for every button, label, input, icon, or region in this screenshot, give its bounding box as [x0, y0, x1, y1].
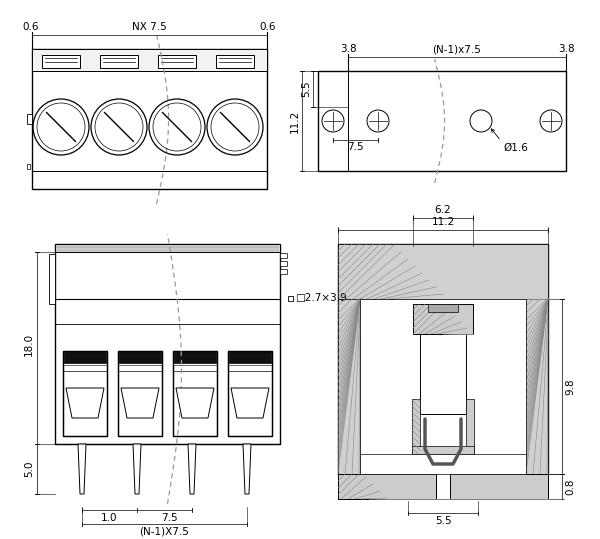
Bar: [420, 334, 466, 414]
Text: 9.8: 9.8: [565, 378, 575, 395]
Bar: [412, 446, 474, 454]
Text: 0.8: 0.8: [565, 478, 575, 495]
Polygon shape: [243, 444, 251, 494]
Bar: [466, 399, 474, 454]
Text: 1.0: 1.0: [101, 513, 118, 523]
Text: NX 7.5: NX 7.5: [132, 22, 167, 32]
Bar: [360, 299, 526, 474]
Bar: [42, 55, 80, 68]
Bar: [526, 299, 548, 474]
Bar: [413, 304, 473, 334]
Bar: [428, 304, 458, 312]
Text: 6.2: 6.2: [434, 205, 451, 215]
Bar: [412, 399, 420, 454]
Bar: [228, 351, 272, 436]
Bar: [338, 474, 548, 499]
Polygon shape: [121, 388, 159, 418]
Text: □2.7×3.9: □2.7×3.9: [295, 293, 347, 303]
Bar: [158, 55, 196, 68]
Bar: [55, 244, 280, 444]
Bar: [118, 351, 162, 436]
Bar: [118, 351, 162, 436]
Bar: [27, 114, 32, 124]
Text: 18.0: 18.0: [24, 333, 34, 356]
Bar: [280, 253, 287, 258]
Text: 11.2: 11.2: [290, 109, 300, 133]
Text: 5.0: 5.0: [24, 461, 34, 477]
Text: 0.6: 0.6: [260, 22, 276, 32]
Polygon shape: [176, 388, 214, 418]
Bar: [280, 269, 287, 274]
Polygon shape: [78, 444, 86, 494]
Polygon shape: [231, 388, 269, 418]
Bar: [27, 164, 30, 169]
Bar: [55, 244, 280, 252]
Text: 3.8: 3.8: [340, 44, 356, 54]
Bar: [338, 244, 548, 299]
Text: (N-1)X7.5: (N-1)X7.5: [140, 527, 190, 537]
Polygon shape: [66, 388, 104, 418]
Polygon shape: [188, 444, 196, 494]
Bar: [63, 351, 107, 436]
Bar: [100, 55, 138, 68]
Text: 0.6: 0.6: [23, 22, 39, 32]
Bar: [119, 351, 161, 363]
Bar: [174, 351, 216, 363]
Bar: [173, 351, 217, 436]
Text: 5.5: 5.5: [301, 81, 311, 98]
Text: 7.5: 7.5: [161, 513, 178, 523]
Bar: [32, 49, 267, 189]
Text: (N-1)x7.5: (N-1)x7.5: [433, 44, 481, 54]
Text: 7.5: 7.5: [347, 142, 364, 152]
Text: 3.8: 3.8: [557, 44, 574, 54]
Bar: [49, 254, 55, 304]
Bar: [318, 71, 566, 171]
Bar: [360, 454, 526, 474]
Bar: [436, 469, 450, 499]
Text: Ø1.6: Ø1.6: [503, 143, 528, 153]
Bar: [228, 351, 272, 436]
Text: 11.2: 11.2: [431, 217, 455, 227]
Bar: [338, 299, 360, 474]
Bar: [229, 351, 271, 363]
Bar: [338, 244, 548, 474]
Bar: [280, 261, 287, 266]
Text: 5.5: 5.5: [434, 516, 451, 526]
Bar: [64, 351, 106, 363]
Bar: [338, 244, 548, 499]
Polygon shape: [133, 444, 141, 494]
Bar: [63, 351, 107, 436]
Bar: [288, 296, 293, 301]
Bar: [216, 55, 254, 68]
Bar: [173, 351, 217, 436]
Bar: [32, 49, 267, 71]
